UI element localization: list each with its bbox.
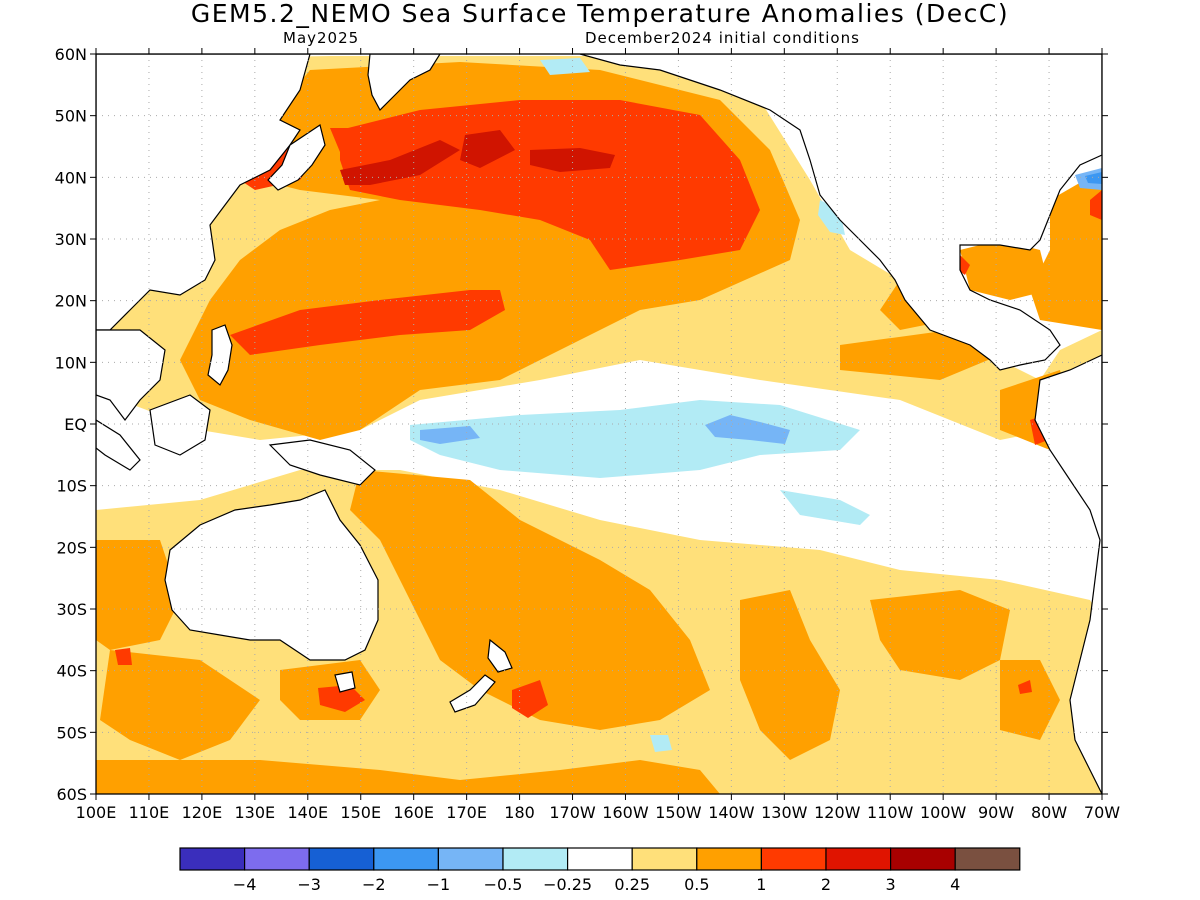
- new-guinea: [268, 439, 376, 486]
- lon-label: 140E: [287, 803, 328, 822]
- legend-swatch: [954, 847, 1021, 871]
- forecast-month: May2025: [283, 29, 360, 47]
- legend-swatch: [566, 847, 633, 871]
- legend-swatch: [502, 847, 569, 871]
- new-zealand-south: [449, 674, 496, 713]
- japan: [267, 124, 326, 191]
- legend-swatch: [179, 847, 246, 871]
- lon-label: 110W: [867, 803, 914, 822]
- indochina: [96, 329, 166, 421]
- longitude-labels: 100E 110E 120E 130E 140E 150E 160E 170E 180 170W 1…: [76, 803, 1121, 822]
- lon-label: 80W: [1031, 803, 1067, 822]
- south-america: [1034, 354, 1102, 794]
- legend-label: 0.25: [614, 875, 650, 894]
- map-title: GEM5.2_NEMO Sea Surface Temperature Anom…: [190, 0, 1010, 28]
- lat-label: 40S: [56, 662, 87, 681]
- legend-swatch: [889, 847, 956, 871]
- lon-label: 160W: [602, 803, 649, 822]
- borneo: [149, 394, 211, 456]
- legend-swatch: [696, 847, 762, 871]
- lat-label: 20N: [55, 292, 87, 311]
- lat-label: 20S: [56, 538, 87, 557]
- map-field: [96, 54, 1102, 794]
- legend-label: −0.5: [484, 875, 523, 894]
- lat-label: 30S: [56, 600, 87, 619]
- legend-label: −1: [427, 875, 451, 894]
- legend-label: 1: [756, 875, 766, 894]
- lat-label: 30N: [55, 230, 87, 249]
- lon-label: 150E: [340, 803, 381, 822]
- lat-label: 10N: [55, 353, 87, 372]
- lat-label: 60N: [55, 45, 87, 64]
- land: [96, 54, 1102, 794]
- lon-label: 100E: [76, 803, 117, 822]
- lat-label: 50N: [55, 107, 87, 126]
- legend-label: 3: [886, 875, 896, 894]
- new-zealand-north: [487, 638, 513, 673]
- legend-swatch: [760, 847, 827, 871]
- latitude-labels: 60N 50N 40N 30N 20N 10N EQ 10S 20S 30S 40S 50S 60S: [55, 45, 87, 804]
- lon-label: 160E: [393, 803, 434, 822]
- north-america: [579, 54, 1102, 371]
- legend-swatch: [631, 847, 698, 871]
- tasmania: [334, 671, 356, 693]
- lon-label: 150W: [655, 803, 702, 822]
- lat-label: 10S: [56, 477, 87, 496]
- anomaly-05-regions: [96, 62, 1102, 794]
- lon-label: 130E: [235, 803, 276, 822]
- lon-label: 120W: [814, 803, 861, 822]
- lon-label: 120E: [182, 803, 223, 822]
- lon-label: 170W: [549, 803, 596, 822]
- lon-label: 70W: [1084, 803, 1120, 822]
- legend-swatch: [244, 847, 310, 871]
- legend-label: −3: [297, 875, 321, 894]
- lat-label: 40N: [55, 168, 87, 187]
- philippines: [207, 324, 233, 386]
- legend-label: 4: [950, 875, 960, 894]
- legend-swatch: [373, 847, 439, 871]
- lon-label: 140W: [708, 803, 755, 822]
- legend-swatch: [308, 847, 375, 871]
- asia-landmass: [96, 54, 311, 331]
- lon-label: 110E: [129, 803, 170, 822]
- legend-label: −4: [233, 875, 257, 894]
- legend-swatch: [437, 847, 504, 871]
- australia: [164, 489, 379, 661]
- lat-label: 60S: [56, 785, 87, 804]
- lon-label: 180: [504, 803, 535, 822]
- color-legend: −4 −3 −2 −1 −0.5 −0.25 0.25 0.5 1 2 3 4: [179, 847, 1021, 894]
- anomaly-neg05-regions: [420, 168, 1102, 444]
- sumatra: [96, 419, 141, 471]
- lat-label: EQ: [64, 415, 87, 434]
- anomaly-2-regions: [340, 130, 615, 185]
- legend-label: −2: [362, 875, 386, 894]
- legend-swatch: [825, 847, 892, 871]
- lon-label: 130W: [761, 803, 808, 822]
- legend-label: 2: [821, 875, 831, 894]
- lat-label: 50S: [56, 723, 87, 742]
- kamchatka: [367, 54, 441, 111]
- initial-conditions-label: December2024 initial conditions: [585, 29, 860, 47]
- anomaly-neg1-regions: [1085, 172, 1102, 184]
- axis-ticks: [90, 48, 1108, 800]
- lon-label: 90W: [978, 803, 1014, 822]
- lon-label: 170E: [446, 803, 487, 822]
- legend-label: −0.25: [543, 875, 592, 894]
- legend-label: 0.5: [684, 875, 709, 894]
- lon-label: 100W: [920, 803, 967, 822]
